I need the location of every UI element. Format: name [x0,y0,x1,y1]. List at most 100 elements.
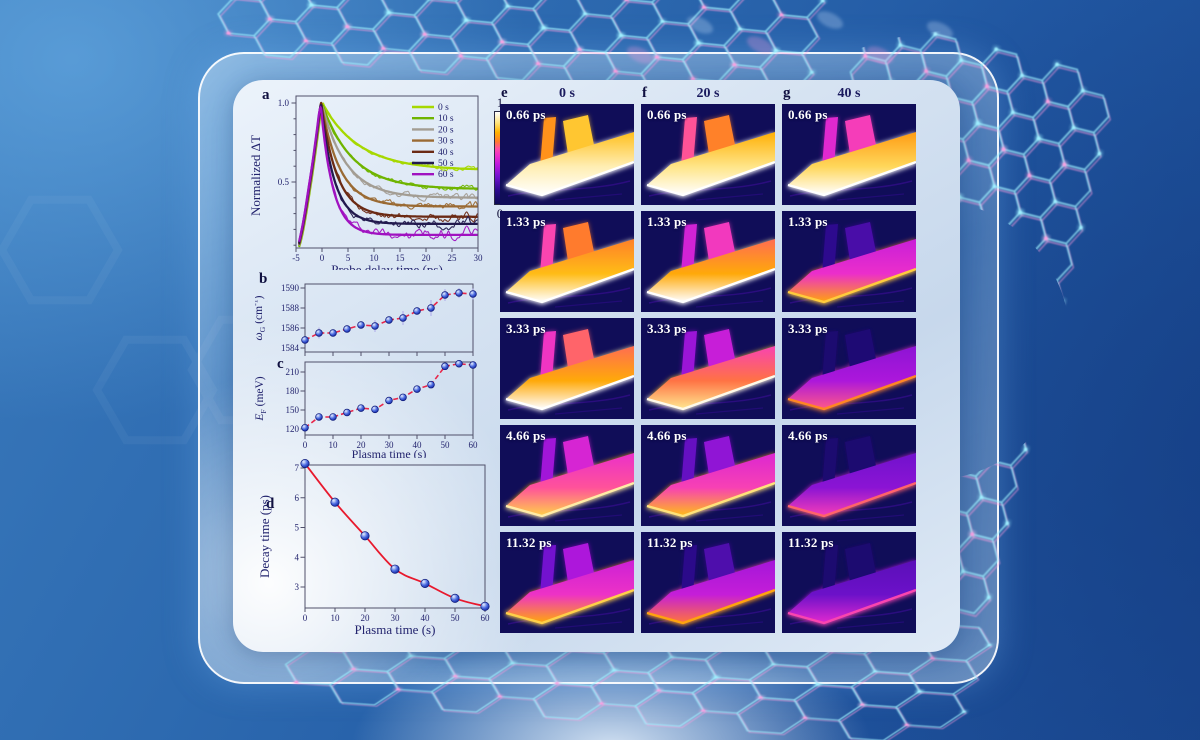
time-label: 11.32 ps [788,535,834,550]
svg-text:7: 7 [295,463,300,473]
svg-text:-5: -5 [292,253,300,263]
svg-text:40: 40 [413,440,423,450]
svg-text:210: 210 [286,367,300,377]
time-label: 4.66 ps [788,428,828,443]
thermal-image [500,318,634,419]
svg-text:4: 4 [295,552,300,562]
thermal-image [782,318,916,419]
time-label: 1.33 ps [506,214,546,229]
svg-text:0.5: 0.5 [278,177,290,187]
thermal-image-cell: 4.66 ps [641,425,775,526]
svg-text:ωG (cm-1): ωG (cm-1) [255,295,267,340]
thermal-image-cell: 4.66 ps [782,425,916,526]
image-column-g: g 40 s 0.66 ps 1.33 ps 3.33 ps 4.66 ps 11.32 p… [782,85,916,636]
image-column-e: e 0 s 0.66 ps 1.33 ps 3.33 ps 4.66 ps 11.32 ps [500,85,634,636]
svg-text:30: 30 [391,613,401,623]
time-label: 11.32 ps [506,535,552,550]
thermal-image-cell: 0.66 ps [782,104,916,205]
figure-panel: a b c d -5 0 5 10 15 20 25 30 1.0 0.5 Probe delay … [233,80,960,652]
chart-a-pump-probe-decay: -5 0 5 10 15 20 25 30 1.0 0.5 Probe delay time (ps… [250,95,484,270]
svg-text:20 s: 20 s [438,125,454,135]
thermal-image-grid: e 0 s 0.66 ps 1.33 ps 3.33 ps 4.66 ps 11.32 ps… [500,85,918,636]
chart-c-fermi-energy: 0 10 20 30 40 50 60 120 150 180 210 Plasma time (s)… [255,360,479,458]
time-label: 1.33 ps [647,214,687,229]
thermal-image-cell: 11.32 ps [500,532,634,633]
svg-text:25: 25 [448,253,458,263]
svg-text:180: 180 [286,386,300,396]
svg-text:30 s: 30 s [438,137,454,147]
svg-text:10 s: 10 s [438,114,454,124]
plasma-time-header: 0 s [559,86,575,101]
svg-text:Normalized ΔT: Normalized ΔT [250,135,263,216]
thermal-image [782,425,916,526]
column-header: g 40 s [782,85,916,102]
svg-text:50 s: 50 s [438,159,454,169]
plasma-time-header: 20 s [696,86,720,101]
svg-text:1586: 1586 [281,323,300,333]
svg-text:150: 150 [286,405,300,415]
column-header: f 20 s [641,85,775,102]
thermal-image-cell: 0.66 ps [500,104,634,205]
time-label: 3.33 ps [647,321,687,336]
time-label: 1.33 ps [788,214,828,229]
svg-text:1584: 1584 [281,343,300,353]
time-label: 3.33 ps [788,321,828,336]
column-header: e 0 s [500,85,634,102]
svg-text:40 s: 40 s [438,148,454,158]
svg-text:Plasma time (s): Plasma time (s) [355,622,436,637]
thermal-image-cell: 4.66 ps [500,425,634,526]
time-label: 0.66 ps [647,107,687,122]
svg-text:Plasma time (s): Plasma time (s) [352,447,427,458]
svg-text:1588: 1588 [281,303,300,313]
svg-text:60 s: 60 s [438,170,454,180]
panel-letter-d: d [266,496,275,512]
thermal-image-cell: 3.33 ps [500,318,634,419]
thermal-image-cell: 1.33 ps [782,211,916,312]
chart-d-decay-time: 0 10 20 30 40 50 60 3 4 5 6 7 Plasma time (s) Decay t… [258,458,491,637]
thermal-image [782,104,916,205]
chart-b-raman-shift: 1584 1586 1588 1590 ωG (cm-1) [255,283,477,356]
svg-text:60: 60 [481,613,491,623]
thermal-image-cell: 11.32 ps [782,532,916,633]
thermal-image [641,211,775,312]
colorbar-max-label: 1 [496,95,504,110]
svg-text:0: 0 [303,440,308,450]
svg-text:3: 3 [295,582,300,592]
thermal-image-cell: 3.33 ps [782,318,916,419]
svg-text:0 s: 0 s [438,103,449,113]
panel-letter-b: b [259,271,268,287]
time-label: 4.66 ps [506,428,546,443]
svg-text:30: 30 [385,440,395,450]
thermal-image [782,211,916,312]
svg-text:50: 50 [451,613,461,623]
svg-text:0: 0 [320,253,325,263]
image-column-f: f 20 s 0.66 ps 1.33 ps 3.33 ps 4.66 ps 11.32 p… [641,85,775,636]
svg-text:50: 50 [441,440,451,450]
svg-text:30: 30 [474,253,484,263]
panel-letter-g: g [783,85,791,101]
panel-letter-e: e [501,85,508,101]
svg-text:40: 40 [421,613,431,623]
thermal-image-cell: 0.66 ps [641,104,775,205]
svg-text:60: 60 [469,440,479,450]
svg-text:0: 0 [303,613,308,623]
svg-text:15: 15 [396,253,406,263]
svg-text:EF (meV): EF (meV) [255,376,268,421]
time-label: 11.32 ps [647,535,693,550]
svg-text:10: 10 [329,440,339,450]
panel-letter-a: a [262,87,270,103]
time-label: 4.66 ps [647,428,687,443]
thermal-image [500,211,634,312]
thermal-image [641,425,775,526]
svg-text:1590: 1590 [281,283,300,293]
svg-text:10: 10 [370,253,380,263]
thermal-image-cell: 1.33 ps [641,211,775,312]
time-label: 0.66 ps [788,107,828,122]
thermal-image [500,425,634,526]
thermal-image [500,532,634,633]
time-label: 0.66 ps [506,107,546,122]
panel-letter-c: c [277,356,284,372]
thermal-image-cell: 11.32 ps [641,532,775,633]
svg-text:5: 5 [346,253,351,263]
